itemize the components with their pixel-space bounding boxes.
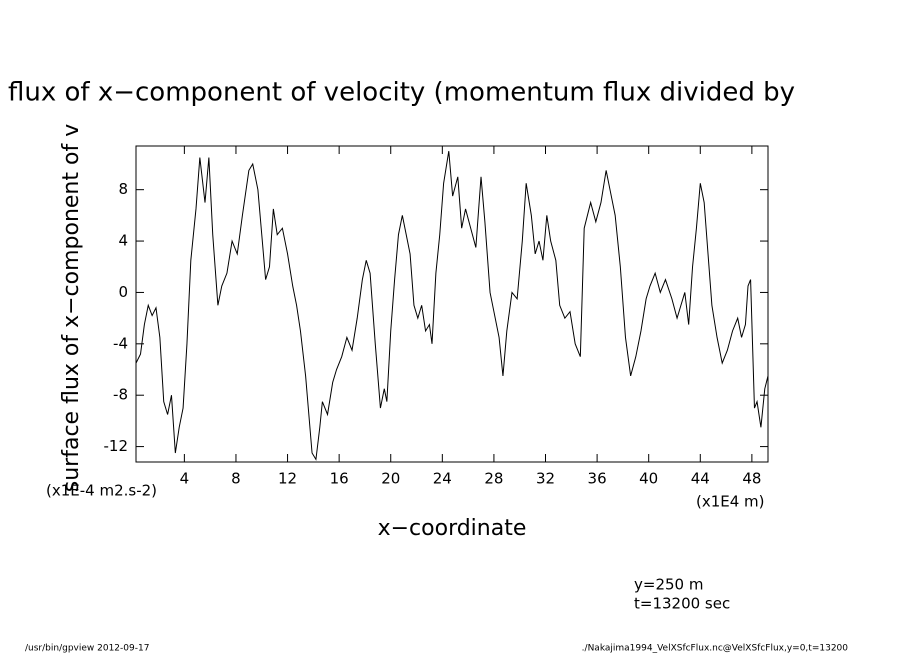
x-tick-label: 36 — [588, 470, 607, 488]
x-axis-label: x−coordinate — [378, 516, 527, 541]
x-tick-label: 44 — [691, 470, 710, 488]
y-tick-label: 8 — [118, 180, 128, 198]
x-tick-label: 4 — [180, 470, 190, 488]
annotation: t=13200 sec — [634, 595, 730, 613]
footer: /usr/bin/gpview 2012-09-17 — [25, 644, 149, 654]
x-tick-label: 48 — [742, 470, 761, 488]
x-tick-label: 12 — [278, 470, 297, 488]
y-tick-label: 0 — [118, 283, 128, 301]
x-units: (x1E4 m) — [696, 493, 765, 511]
x-tick-label: 32 — [536, 470, 555, 488]
x-tick-label: 24 — [433, 470, 452, 488]
y-tick-label: 4 — [118, 232, 128, 250]
y-axis-label: surface flux of x−component of v — [59, 124, 84, 492]
x-tick-label: 20 — [381, 470, 400, 488]
y-tick-label: -8 — [113, 386, 128, 404]
x-tick-label: 40 — [639, 470, 658, 488]
x-tick-label: 16 — [330, 470, 349, 488]
plot-frame — [135, 145, 769, 463]
data-line — [135, 151, 769, 461]
x-tick-label: 8 — [231, 470, 241, 488]
x-tick-label: 28 — [484, 470, 503, 488]
footer: ./Nakajima1994_VelXSfcFlux.nc@VelXSfcFlu… — [582, 644, 849, 654]
chart-title: flux of x−component of velocity (momentu… — [8, 78, 795, 108]
y-tick-label: -4 — [113, 334, 128, 352]
y-units: (x1E-4 m2.s-2) — [46, 482, 157, 500]
annotation: y=250 m — [634, 576, 703, 594]
y-tick-label: -12 — [104, 437, 129, 455]
